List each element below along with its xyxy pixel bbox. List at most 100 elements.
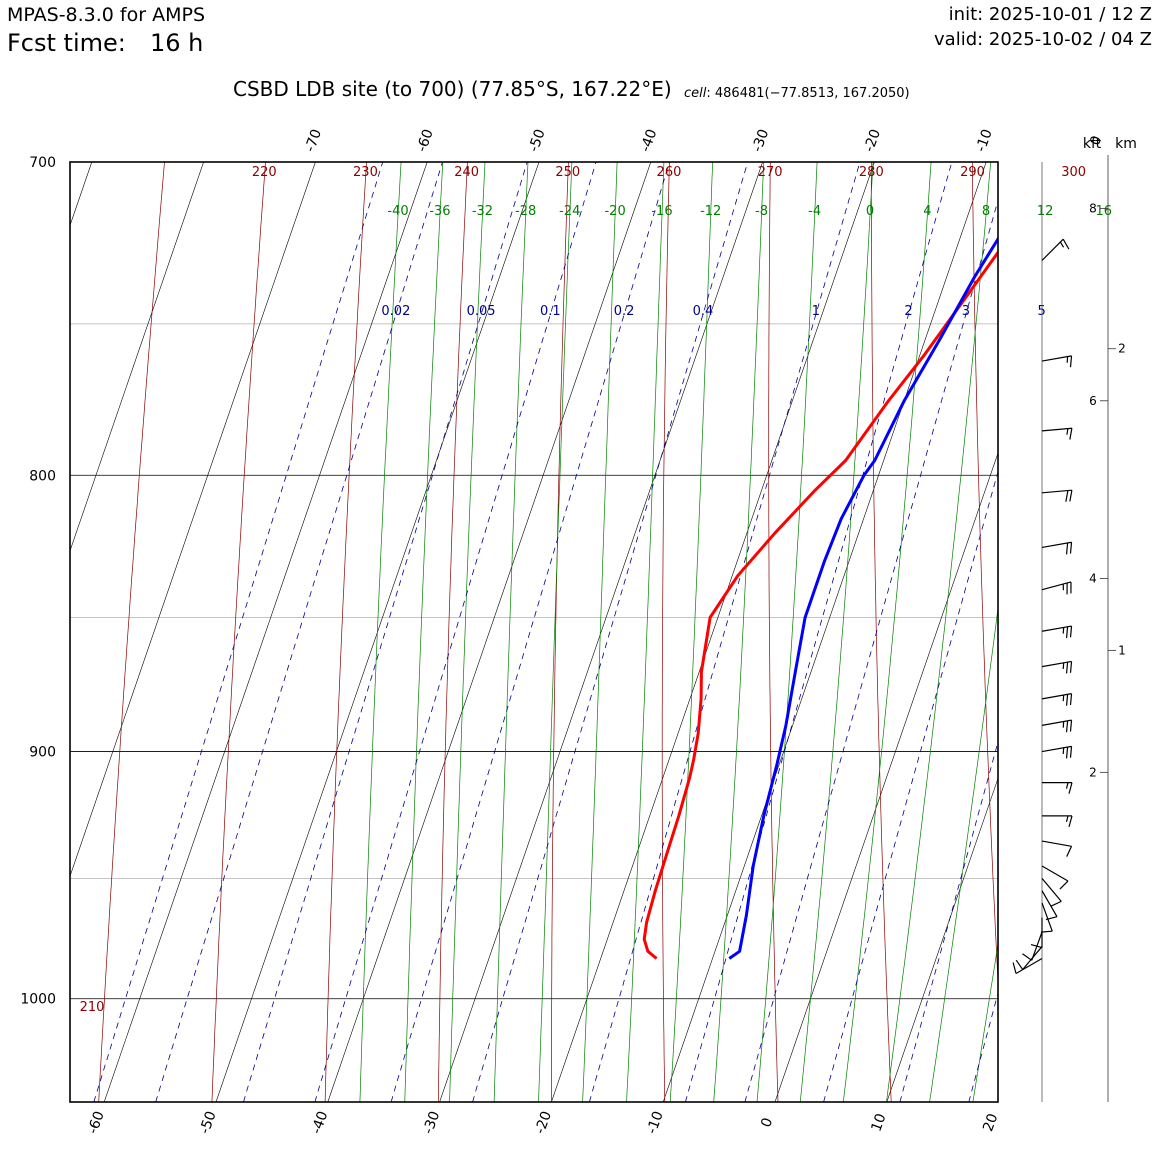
valid-time: valid: 2025-10-02 / 04 Z bbox=[934, 29, 1152, 50]
kft-tick-label: 2 bbox=[1089, 765, 1097, 779]
dry-adiabat-label: 240 bbox=[454, 165, 479, 180]
wind-barb-staff bbox=[1041, 693, 1072, 700]
isotherm-line bbox=[999, 162, 1160, 1102]
wind-barb-full bbox=[1015, 959, 1024, 970]
moist-adiabat-line bbox=[713, 162, 764, 1102]
forecast-time-label: Fcst time: bbox=[7, 29, 126, 57]
chart-title: CSBD LDB site (to 700) (77.85°S, 167.22°… bbox=[233, 77, 672, 101]
mixing-ratio-label: 0.05 bbox=[467, 304, 496, 319]
wind-barb-staff bbox=[1041, 238, 1064, 261]
dry-adiabat-line bbox=[971, 162, 998, 988]
moist-adiabat-label: -24 bbox=[559, 204, 580, 219]
mixing-ratio-line bbox=[589, 162, 861, 1102]
cell-label: cell bbox=[684, 86, 707, 101]
wind-barb-staff bbox=[1041, 745, 1072, 753]
moist-adiabat-line bbox=[1104, 162, 1160, 1102]
wind-barb bbox=[1041, 625, 1073, 639]
wind-barb bbox=[1041, 238, 1070, 261]
bottom-temp-tick-label: -60 bbox=[85, 1109, 108, 1136]
wind-barb-full bbox=[1069, 746, 1073, 758]
wind-barb-full bbox=[1069, 428, 1073, 440]
moist-adiabat-label: 16 bbox=[1096, 204, 1113, 219]
plot-frame bbox=[69, 161, 999, 1103]
dry-adiabat-line bbox=[661, 162, 670, 1102]
mixing-ratio-line bbox=[390, 162, 670, 1102]
wind-barb bbox=[1042, 815, 1073, 828]
moist-adiabat-line bbox=[886, 162, 992, 1102]
dry-adiabat-line bbox=[211, 162, 266, 1102]
wind-barb-half bbox=[1065, 782, 1069, 789]
bottom-temp-tick-label: -20 bbox=[532, 1109, 555, 1136]
top-temp-tick-label: -20 bbox=[861, 127, 884, 154]
dry-adiabat-label: 230 bbox=[353, 165, 378, 180]
wind-barb-full bbox=[1040, 930, 1053, 933]
wind-barb bbox=[1041, 693, 1073, 706]
moist-adiabat-label: 8 bbox=[982, 204, 990, 219]
bottom-temp-tick-label: -40 bbox=[309, 1109, 332, 1136]
moist-adiabat-line bbox=[538, 162, 573, 1102]
moist-adiabat-line bbox=[842, 162, 932, 1102]
dry-adiabat-line bbox=[551, 162, 569, 1102]
wind-barb-staff bbox=[1015, 957, 1043, 975]
dry-adiabat-line bbox=[768, 162, 779, 1102]
wind-barb bbox=[1041, 660, 1073, 674]
moist-adiabat-label: 12 bbox=[1037, 204, 1054, 219]
wind-barb bbox=[1041, 427, 1073, 440]
mixing-ratio-line bbox=[1019, 162, 1160, 1102]
wind-barb-staff bbox=[1041, 878, 1062, 902]
wind-barb-full bbox=[1069, 720, 1073, 732]
isotherm-line bbox=[886, 777, 998, 1102]
mixing-ratio-label: 0.4 bbox=[693, 304, 714, 319]
wind-barb bbox=[1041, 840, 1073, 857]
temperature-profile bbox=[642, 249, 998, 960]
mixing-ratio-line bbox=[899, 740, 998, 1102]
wind-barb-half bbox=[1065, 815, 1069, 822]
wind-barb-full bbox=[1069, 490, 1073, 502]
wind-barb bbox=[1041, 355, 1073, 368]
top-temp-tick-label: -30 bbox=[749, 127, 772, 154]
moist-adiabat-label: -12 bbox=[700, 204, 721, 219]
wind-barb-full bbox=[1065, 542, 1069, 555]
dry-adiabat-label: 290 bbox=[960, 165, 985, 180]
wind-barb bbox=[1041, 719, 1073, 733]
moist-adiabat-line bbox=[359, 162, 402, 1102]
kft-tick-label: 4 bbox=[1089, 572, 1097, 586]
dry-adiabat-line bbox=[0, 162, 64, 1102]
dry-adiabat-line bbox=[98, 162, 165, 1102]
wind-barb-full bbox=[1069, 625, 1073, 638]
wind-barb-full bbox=[1065, 746, 1069, 759]
mixing-ratio-line bbox=[744, 199, 998, 1102]
wind-barb bbox=[1041, 581, 1072, 595]
wind-barb-staff bbox=[1041, 902, 1053, 932]
dry-adiabat-label: 260 bbox=[657, 165, 682, 180]
wind-barb bbox=[1040, 902, 1053, 933]
wind-barb-staff bbox=[1041, 581, 1072, 591]
wind-barb bbox=[1042, 782, 1073, 794]
mixing-ratio-line bbox=[685, 162, 953, 1102]
wind-barb-full bbox=[1030, 944, 1043, 949]
wind-barb bbox=[1041, 878, 1062, 907]
kft-tick-label: 6 bbox=[1089, 394, 1097, 408]
bottom-temp-tick-label: -30 bbox=[420, 1109, 443, 1136]
moist-adiabat-line bbox=[582, 162, 618, 1102]
top-temp-tick-label: -10 bbox=[973, 127, 996, 154]
isotherm-line bbox=[103, 162, 428, 1102]
dry-adiabat-line bbox=[437, 162, 468, 1102]
mixing-ratio-label: 0.02 bbox=[381, 304, 410, 319]
mixing-ratio-label: 0.2 bbox=[614, 304, 635, 319]
wind-barb-full bbox=[1065, 490, 1069, 502]
wind-barb-full bbox=[1050, 900, 1062, 907]
wind-barb-full bbox=[1022, 953, 1033, 961]
isotherm-line bbox=[439, 162, 763, 1102]
isotherm-line bbox=[70, 162, 316, 878]
wind-barb-half bbox=[1066, 428, 1069, 435]
wind-barb bbox=[1012, 957, 1043, 975]
mixing-ratio-label: 2 bbox=[904, 304, 912, 319]
moist-adiabat-line bbox=[1060, 162, 1160, 1102]
moist-adiabat-label: 0 bbox=[866, 204, 874, 219]
pressure-tick-label: 800 bbox=[29, 468, 56, 484]
wind-barb-staff bbox=[1041, 890, 1058, 918]
wind-barb-staff bbox=[1041, 541, 1072, 549]
mixing-ratio-line bbox=[155, 162, 443, 1102]
wind-barb-staff bbox=[1041, 489, 1072, 494]
